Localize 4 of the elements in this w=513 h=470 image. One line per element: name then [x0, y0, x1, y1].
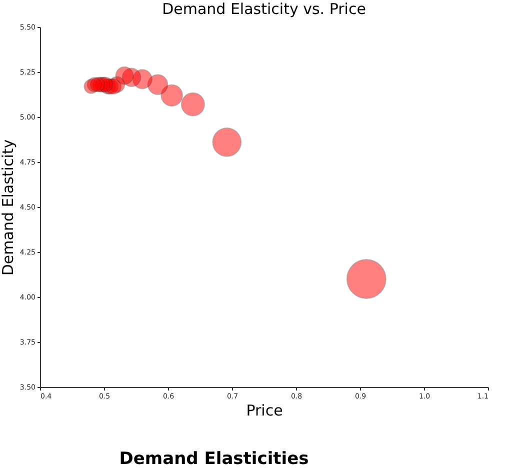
x-axis-title: Price	[246, 402, 283, 420]
text: Demand Elasticities	[119, 449, 309, 469]
y-axis-title: Demand Elasticity	[0, 139, 17, 276]
chart-title: Demand Elasticity vs. Price	[162, 0, 366, 18]
